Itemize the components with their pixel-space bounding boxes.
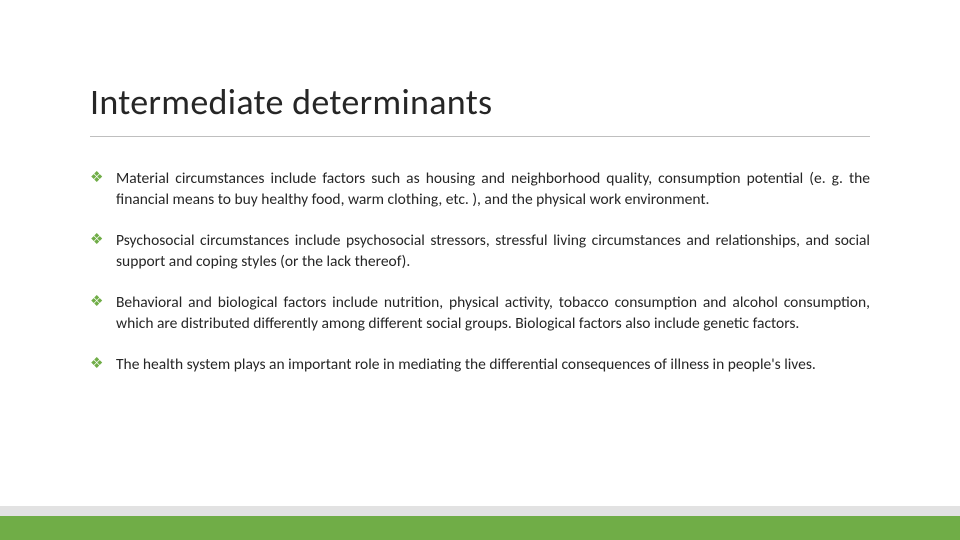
list-item: ❖ Behavioral and biological factors incl…	[90, 292, 870, 334]
bullet-text: Material circumstances include factors s…	[116, 168, 870, 210]
slide-title: Intermediate determinants	[90, 80, 492, 124]
bullet-list: ❖ Material circumstances include factors…	[90, 168, 870, 395]
list-item: ❖ Material circumstances include factors…	[90, 168, 870, 210]
diamond-bullet-icon: ❖	[90, 230, 116, 251]
footer-shadow	[0, 506, 960, 516]
slide: Intermediate determinants ❖ Material cir…	[0, 0, 960, 540]
bullet-text: The health system plays an important rol…	[116, 354, 870, 375]
diamond-bullet-icon: ❖	[90, 292, 116, 313]
bullet-text: Behavioral and biological factors includ…	[116, 292, 870, 334]
list-item: ❖ Psychosocial circumstances include psy…	[90, 230, 870, 272]
title-underline	[90, 136, 870, 137]
bullet-text: Psychosocial circumstances include psych…	[116, 230, 870, 272]
diamond-bullet-icon: ❖	[90, 168, 116, 189]
diamond-bullet-icon: ❖	[90, 354, 116, 375]
list-item: ❖ The health system plays an important r…	[90, 354, 870, 375]
footer-accent-bar	[0, 516, 960, 540]
